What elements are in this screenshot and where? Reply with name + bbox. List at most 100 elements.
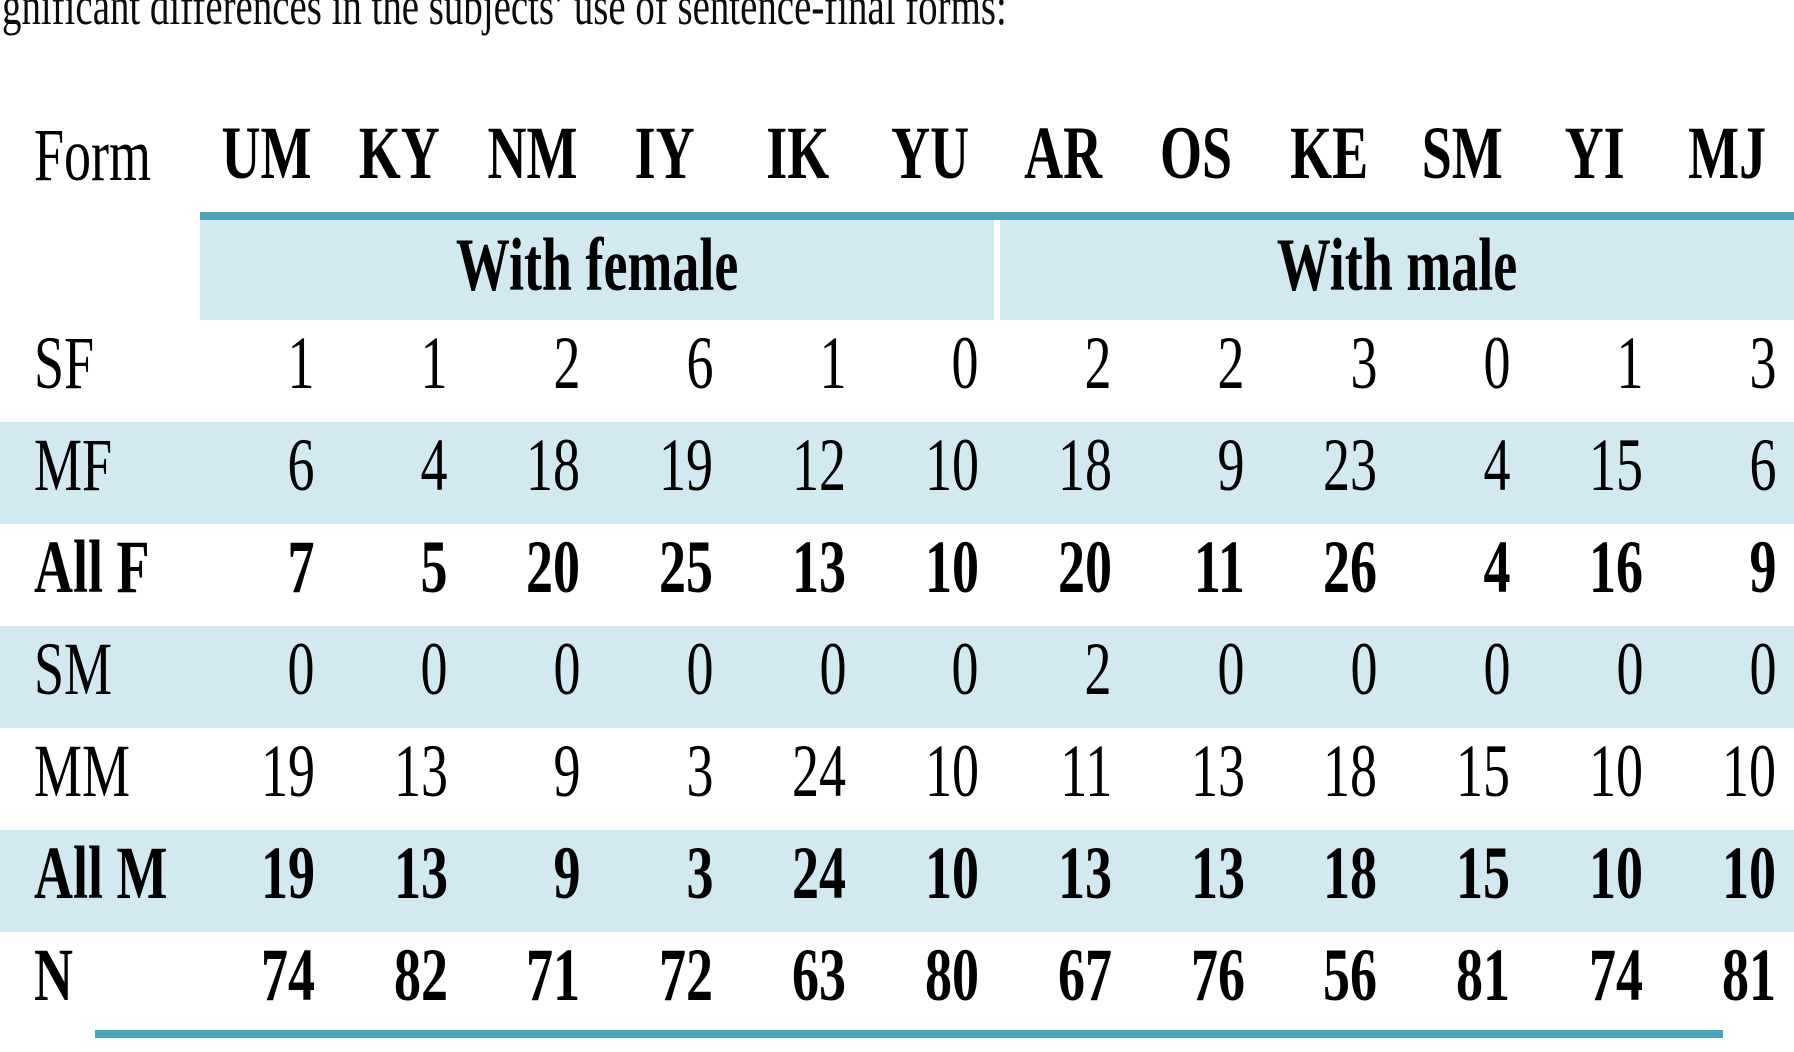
value-text: 0: [1217, 628, 1245, 711]
value-cell: 13: [996, 830, 1130, 932]
value-text: 0: [1483, 322, 1511, 405]
value-text: 9: [553, 730, 581, 813]
value-cell: 0: [1262, 626, 1396, 728]
value-text: 1: [287, 322, 315, 405]
value-cell: 71: [466, 932, 599, 1020]
value-cell: 0: [598, 626, 732, 728]
value-cell: 4: [332, 422, 466, 524]
value-text: 10: [924, 526, 979, 609]
table-row: SM 0 0 0 0 0 0 2 0 0 0 0 0: [0, 626, 1794, 728]
row-label: MF: [0, 422, 200, 524]
value-text: 13: [393, 730, 448, 813]
value-text: 13: [1190, 730, 1245, 813]
row-label-text: MM: [34, 730, 131, 813]
value-text: 7: [287, 526, 315, 609]
value-cell: 10: [864, 830, 997, 932]
value-text: 0: [1616, 628, 1644, 711]
value-text: 25: [659, 526, 714, 609]
value-cell: 24: [731, 830, 865, 932]
value-text: 4: [420, 424, 448, 507]
value-text: 10: [924, 424, 979, 507]
value-cell: 0: [1395, 626, 1529, 728]
value-text: 10: [924, 832, 979, 915]
value-text: 81: [1456, 934, 1511, 1017]
value-text: 2: [1084, 322, 1112, 405]
value-text: 80: [924, 934, 979, 1017]
row-label-text: MF: [34, 424, 113, 507]
table-body: SF 1 1 2 6 1 0 2 2 3 0 1 3 MF 6 4 18 19 12 10 18 9 23 4 15 6 All F…: [0, 320, 1794, 1020]
table-row: MM 19 13 9 3 24 10 11 13 18 15 10 10: [0, 728, 1794, 830]
value-cell: 12: [731, 422, 865, 524]
value-cell: 0: [200, 626, 333, 728]
with-female-label: With female: [455, 224, 739, 307]
value-cell: 13: [1130, 728, 1263, 830]
value-cell: 67: [997, 932, 1130, 1020]
value-cell: 5: [333, 524, 466, 626]
value-cell: 10: [864, 728, 997, 830]
with-male-label: With male: [1276, 224, 1518, 307]
value-cell: 10: [864, 524, 997, 626]
value-cell: 19: [200, 728, 333, 830]
value-cell: 18: [1262, 830, 1396, 932]
row-label-text: All M: [34, 832, 168, 915]
subject-code-label: MJ: [1688, 112, 1767, 195]
value-text: 19: [260, 730, 315, 813]
value-cell: 74: [1528, 932, 1661, 1020]
value-cell: 19: [598, 422, 732, 524]
value-cell: 10: [1661, 830, 1794, 932]
value-text: 0: [420, 628, 448, 711]
value-text: 3: [686, 832, 714, 915]
value-cell: 0: [1129, 626, 1263, 728]
value-cell: 0: [864, 320, 997, 422]
subject-code-header: YU: [864, 78, 997, 216]
value-text: 2: [1084, 628, 1112, 711]
value-text: 6: [686, 322, 714, 405]
value-cell: 3: [598, 830, 732, 932]
subject-code-label: UM: [221, 112, 312, 195]
value-cell: 2: [466, 320, 599, 422]
group-header-with-female: With female: [200, 212, 997, 320]
value-text: 56: [1323, 934, 1378, 1017]
value-text: 11: [1193, 526, 1245, 609]
value-text: 82: [393, 934, 448, 1017]
subject-code-header: KE: [1263, 78, 1396, 216]
value-text: 9: [1749, 526, 1776, 609]
value-text: 74: [260, 934, 315, 1017]
value-cell: 1: [731, 320, 864, 422]
value-text: 18: [1057, 424, 1112, 507]
subject-header-row: Form UM KY NM IY IK YU AR OS KE SM YI MJ: [0, 78, 1794, 216]
value-text: 10: [1589, 832, 1644, 915]
value-cell: 11: [1130, 524, 1263, 626]
intro-text: gnificant differences in the subjects’ u…: [2, 0, 1397, 38]
subject-code-header: KY: [333, 78, 466, 216]
subject-code-header: AR: [997, 78, 1130, 216]
value-cell: 2: [996, 626, 1130, 728]
value-cell: 9: [1129, 422, 1263, 524]
value-text: 4: [1483, 424, 1511, 507]
table-row: All F 7 5 20 25 13 10 20 11 26 4 16 9: [0, 524, 1794, 626]
value-text: 0: [287, 628, 315, 711]
value-text: 26: [1323, 526, 1378, 609]
value-text: 11: [1059, 730, 1112, 813]
value-cell: 0: [1395, 320, 1528, 422]
value-cell: 9: [466, 728, 599, 830]
value-cell: 10: [1528, 728, 1661, 830]
value-text: 3: [1350, 322, 1378, 405]
value-cell: 18: [465, 422, 599, 524]
row-label: All M: [0, 830, 200, 932]
value-cell: 4: [1395, 422, 1529, 524]
value-text: 9: [1217, 424, 1245, 507]
value-text: 16: [1589, 526, 1644, 609]
value-text: 13: [393, 832, 448, 915]
value-text: 0: [553, 628, 581, 711]
value-cell: 0: [1528, 626, 1662, 728]
subject-code-header: IK: [731, 78, 864, 216]
value-cell: 0: [1661, 626, 1794, 728]
value-text: 10: [1589, 730, 1644, 813]
value-text: 71: [526, 934, 581, 1017]
value-cell: 13: [333, 728, 466, 830]
value-cell: 20: [997, 524, 1130, 626]
subject-code-label: OS: [1160, 112, 1233, 195]
group-header-row: With female With male: [0, 212, 1794, 320]
value-text: 72: [659, 934, 714, 1017]
